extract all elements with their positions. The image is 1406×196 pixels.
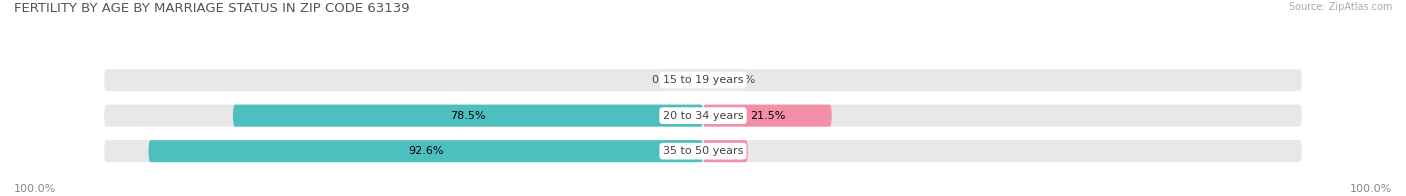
- Text: 92.6%: 92.6%: [408, 146, 443, 156]
- Text: 78.5%: 78.5%: [450, 111, 485, 121]
- Text: 100.0%: 100.0%: [1350, 184, 1392, 194]
- FancyBboxPatch shape: [233, 105, 703, 127]
- Text: 20 to 34 years: 20 to 34 years: [662, 111, 744, 121]
- Text: 7.5%: 7.5%: [711, 146, 740, 156]
- FancyBboxPatch shape: [149, 140, 703, 162]
- Text: 0.0%: 0.0%: [727, 75, 755, 85]
- FancyBboxPatch shape: [104, 69, 1302, 91]
- FancyBboxPatch shape: [104, 105, 1302, 127]
- FancyBboxPatch shape: [703, 140, 748, 162]
- Text: Source: ZipAtlas.com: Source: ZipAtlas.com: [1288, 2, 1392, 12]
- FancyBboxPatch shape: [104, 140, 1302, 162]
- Text: 0.0%: 0.0%: [651, 75, 679, 85]
- Text: 15 to 19 years: 15 to 19 years: [662, 75, 744, 85]
- Text: 100.0%: 100.0%: [14, 184, 56, 194]
- Text: 35 to 50 years: 35 to 50 years: [662, 146, 744, 156]
- FancyBboxPatch shape: [703, 105, 832, 127]
- Text: 21.5%: 21.5%: [749, 111, 785, 121]
- Text: FERTILITY BY AGE BY MARRIAGE STATUS IN ZIP CODE 63139: FERTILITY BY AGE BY MARRIAGE STATUS IN Z…: [14, 2, 409, 15]
